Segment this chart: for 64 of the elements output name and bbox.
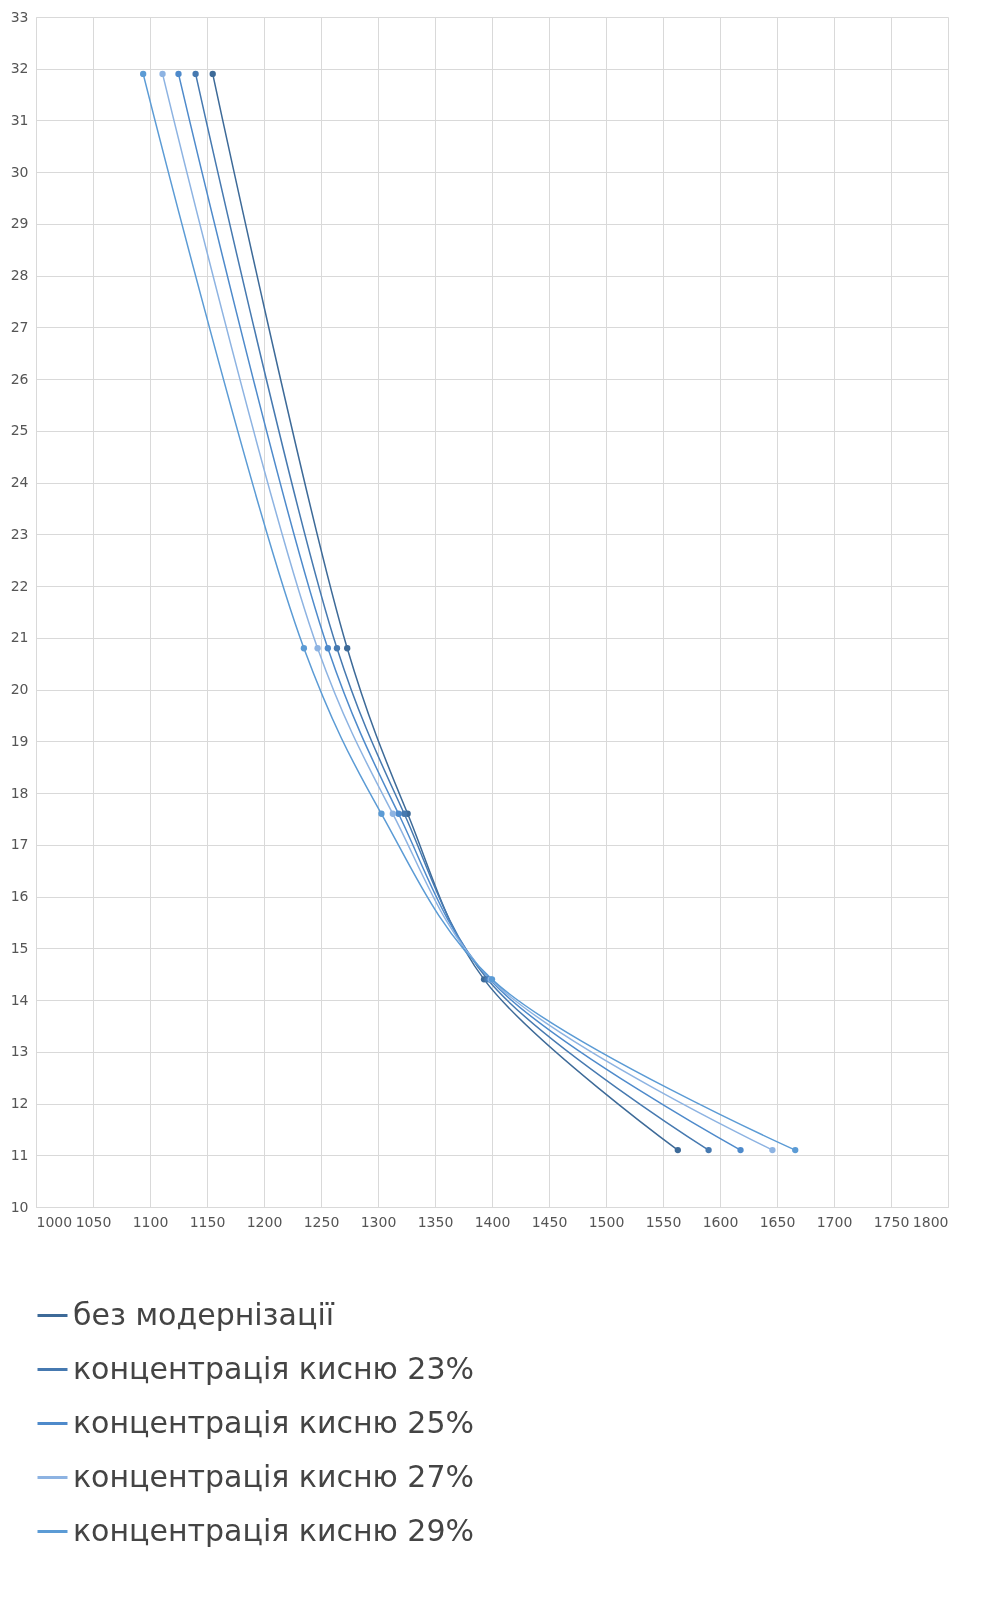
point [737, 1146, 744, 1154]
y-tick-label: 10 [10, 1198, 29, 1215]
point [159, 70, 166, 78]
y-tick-label: 11 [10, 1146, 29, 1163]
y-tick-label: 26 [10, 370, 29, 387]
y-tick-label: 15 [10, 939, 29, 956]
x-tick-label: 1000 [36, 1213, 73, 1230]
legend-label: концентрація кисню 27% [73, 1458, 475, 1494]
x-tick-label: 1400 [474, 1213, 511, 1230]
x-tick-label: 1350 [417, 1213, 454, 1230]
legend-label: без модернізації [73, 1296, 335, 1332]
y-tick-label: 23 [10, 525, 29, 542]
x-tick-label: 1500 [588, 1213, 625, 1230]
point [140, 70, 147, 78]
legend-label: концентрація кисню 25% [73, 1404, 475, 1440]
x-tick-label: 1750 [873, 1213, 910, 1230]
x-tick-label: 1200 [246, 1213, 283, 1230]
x-tick-label: 1150 [189, 1213, 226, 1230]
y-tick-label: 21 [10, 629, 29, 646]
y-tick-label: 20 [10, 681, 29, 698]
x-tick-label: 1800 [912, 1213, 949, 1230]
point [324, 645, 331, 652]
x-tick-label: 1700 [816, 1213, 853, 1230]
y-tick-label: 32 [10, 60, 29, 77]
x-tick-label: 1050 [75, 1213, 112, 1230]
point [175, 70, 182, 78]
y-tick-label: 19 [10, 732, 29, 749]
point [344, 645, 351, 652]
x-tick-label: 1250 [303, 1213, 340, 1230]
y-tick-label: 24 [10, 474, 29, 491]
x-tick-label: 1450 [531, 1213, 568, 1230]
y-tick-label: 13 [10, 1043, 29, 1060]
point [674, 1146, 681, 1154]
y-tick-label: 28 [10, 267, 29, 284]
y-tick-label: 16 [10, 888, 29, 905]
y-tick-label: 12 [10, 1095, 29, 1112]
point [769, 1146, 776, 1154]
point [209, 70, 216, 78]
x-tick-label: 1550 [645, 1213, 682, 1230]
y-tick-label: 31 [10, 111, 29, 128]
y-tick-label: 17 [10, 836, 29, 853]
point [333, 645, 341, 652]
y-tick-label: 29 [10, 215, 29, 232]
y-tick-label: 14 [10, 991, 29, 1008]
point [389, 810, 396, 817]
x-tick-label: 1300 [360, 1213, 397, 1230]
y-tick-label: 33 [10, 8, 29, 25]
y-tick-label: 27 [10, 318, 29, 335]
point [705, 1146, 712, 1154]
point [300, 645, 308, 652]
point [378, 810, 385, 817]
x-tick-label: 1650 [759, 1213, 796, 1230]
point [314, 645, 321, 652]
y-tick-label: 22 [10, 577, 29, 594]
x-tick-label: 1100 [132, 1213, 169, 1230]
point [792, 1146, 799, 1154]
legend-label: концентрація кисню 23% [73, 1350, 475, 1386]
legend-label: концентрація кисню 29% [73, 1512, 475, 1548]
x-tick-label: 1600 [702, 1213, 739, 1230]
y-tick-label: 25 [10, 422, 29, 439]
point [395, 810, 402, 817]
y-tick-label: 30 [10, 163, 29, 180]
point [192, 70, 199, 78]
y-tick-label: 18 [10, 784, 29, 801]
